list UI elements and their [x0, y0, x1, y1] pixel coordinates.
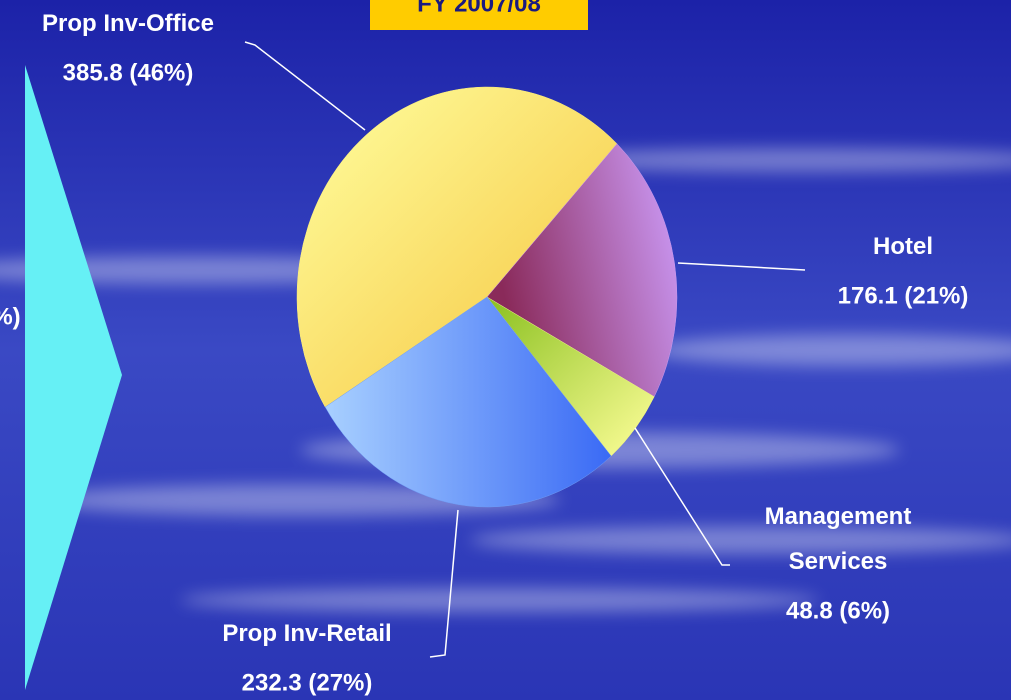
value-label: 385.8 (46%): [63, 59, 194, 86]
value-label: 48.8 (6%): [786, 597, 890, 624]
pie-slice: [296, 86, 618, 408]
slice-label: Management Services: [765, 503, 912, 575]
value-label: 176.1 (21%): [838, 282, 969, 309]
pie-slice: [486, 143, 678, 398]
leader-line: [429, 509, 459, 658]
slice-label: Prop Inv-Retail: [222, 620, 391, 647]
value-label: 232.3 (27%): [242, 669, 373, 696]
leader-line: [634, 427, 730, 566]
leader-line: [677, 262, 806, 271]
arrow-shape: [25, 65, 122, 690]
leader-line: [244, 41, 366, 131]
slice-label: Prop Inv-Office: [42, 10, 214, 37]
pie-slice: [324, 296, 612, 508]
annotation: %): [0, 303, 21, 330]
slice-label: Hotel: [873, 233, 933, 260]
chart-title: FY 2007/08: [417, 0, 541, 17]
title-box: [370, 0, 588, 30]
